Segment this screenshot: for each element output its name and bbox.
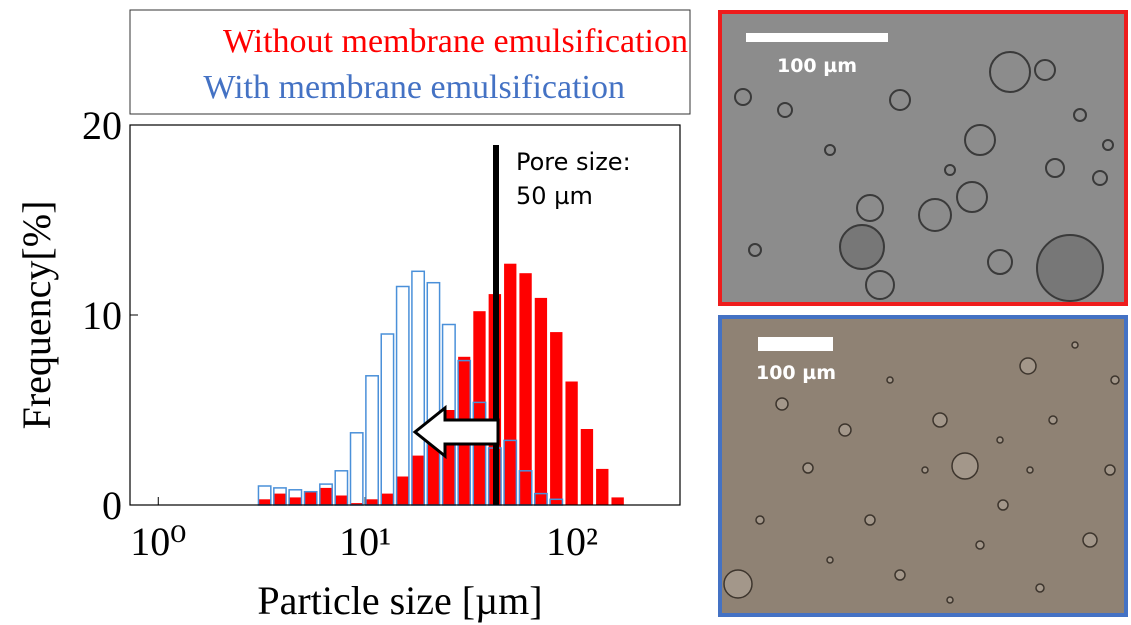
annotation: 50 µm <box>516 182 593 210</box>
scale-bar <box>758 337 833 351</box>
histogram-bar <box>274 494 286 505</box>
micrograph-with: 100 µm <box>720 317 1126 615</box>
histogram-bar <box>397 477 409 506</box>
legend-entry: Without membrane emulsification <box>223 23 688 60</box>
scale-bar <box>746 33 888 42</box>
y-tick-label: 20 <box>82 103 122 148</box>
histogram-bar <box>381 494 393 505</box>
histogram-bar <box>366 499 378 505</box>
histogram-bar <box>550 332 562 505</box>
histogram-bar <box>305 492 317 505</box>
histogram-bar <box>581 429 593 505</box>
histogram-bar <box>397 287 409 506</box>
y-tick-label: 0 <box>102 483 122 528</box>
x-tick-label: 10⁰ <box>130 519 186 564</box>
x-tick-label: 10¹ <box>339 519 391 564</box>
histogram-bar <box>320 488 332 505</box>
figure: Without membrane emulsification With mem… <box>0 0 1131 625</box>
x-tick-label: 10² <box>546 519 598 564</box>
histogram-bar <box>366 376 378 505</box>
scale-label: 100 µm <box>777 55 857 77</box>
histogram-bar <box>535 298 547 505</box>
histogram-bar <box>289 497 301 505</box>
legend-entry: With membrane emulsification <box>203 69 625 106</box>
micrograph-without: 100 µm <box>720 12 1126 304</box>
x-axis-label: Particle size [µm] <box>257 578 542 623</box>
histogram-bar <box>565 382 577 506</box>
plot-frame <box>130 125 680 505</box>
histogram-bar <box>412 456 424 505</box>
histogram-bar <box>473 311 485 505</box>
page: {"chart_data": {"type": "histogram", "yl… <box>0 0 1131 625</box>
histogram-bar <box>258 499 270 505</box>
histogram-bar <box>351 433 363 505</box>
y-tick-label: 10 <box>82 293 122 338</box>
annotation: Pore size: <box>516 148 631 176</box>
histogram-bar <box>596 469 608 505</box>
histogram-bar <box>335 496 347 506</box>
y-axis-label: Frequency[%] <box>14 201 59 430</box>
histogram-bar <box>504 264 516 505</box>
histogram-bar <box>611 497 623 505</box>
scale-label: 100 µm <box>756 362 836 384</box>
histogram-bar <box>381 334 393 505</box>
